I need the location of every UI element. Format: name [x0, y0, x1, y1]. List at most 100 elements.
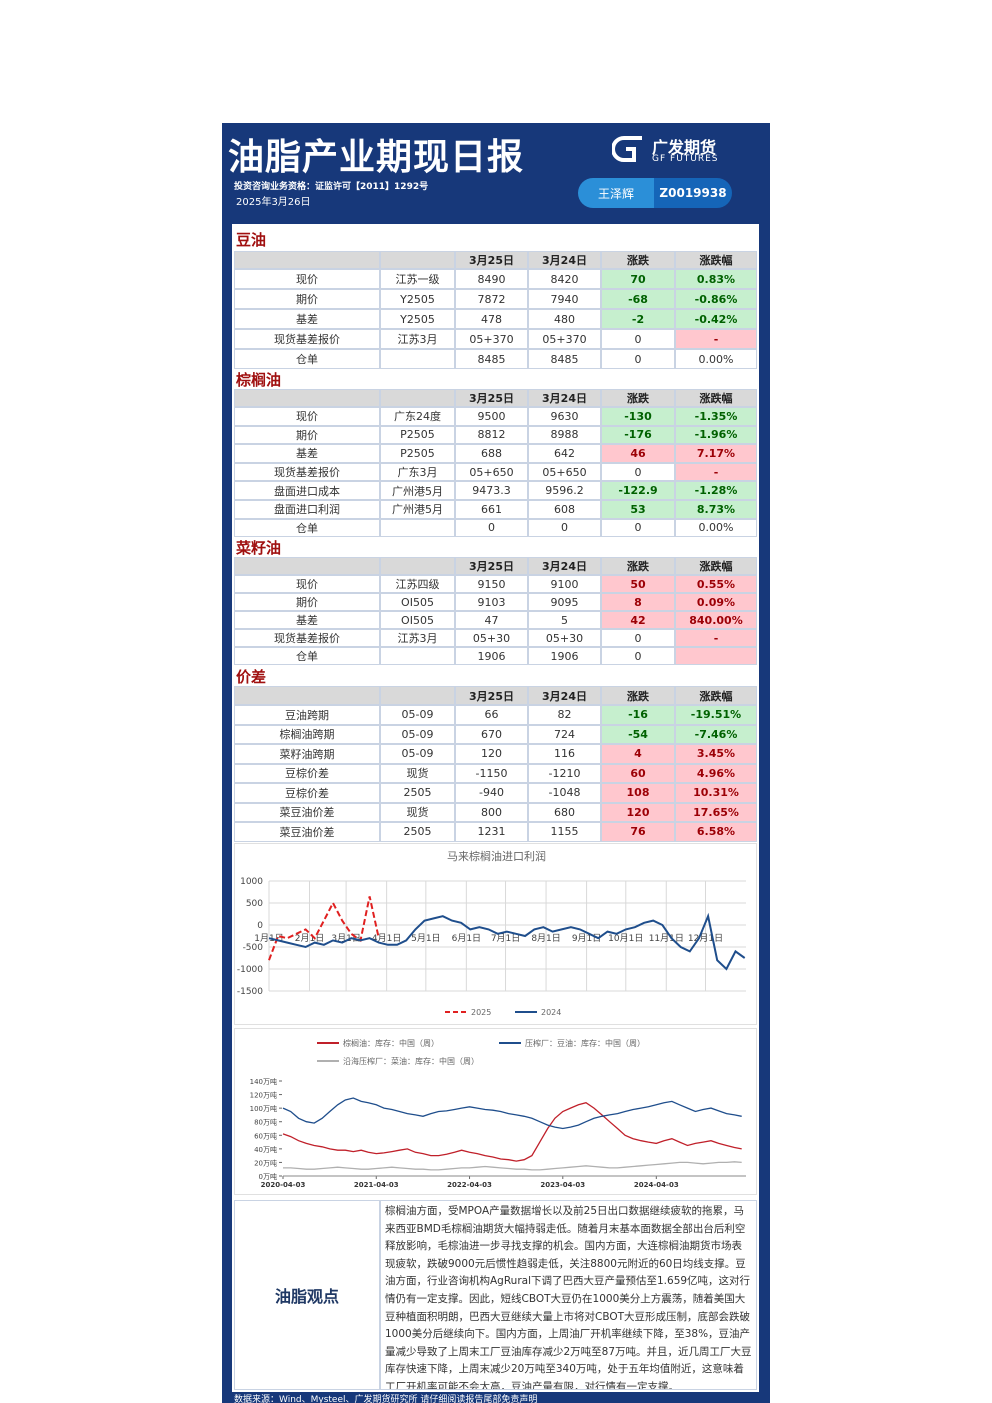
- table-cell: 5: [528, 611, 601, 629]
- table-cell: 1231: [455, 822, 528, 842]
- table-cell: -1150: [455, 763, 528, 783]
- table-cell: 江苏3月: [380, 629, 455, 647]
- table-cell: -176: [601, 425, 675, 445]
- table-cell: 608: [528, 500, 601, 519]
- table-header-cell: [234, 686, 380, 705]
- table-header-cell: 3月25日: [455, 686, 528, 705]
- table-cell: 2505: [380, 822, 455, 842]
- x-tick-label: 2月1日: [295, 933, 324, 944]
- table-cell: 0: [528, 518, 601, 538]
- table-cell: 9473.3: [455, 481, 528, 500]
- table-cell: [380, 349, 455, 369]
- table-cell: 800: [455, 802, 528, 822]
- table-cell: 8485: [455, 349, 528, 369]
- table-cell: -2: [601, 309, 675, 329]
- x-tick-label: 11月1日: [649, 933, 684, 944]
- table-cell: 基差: [234, 309, 380, 329]
- table-cell: 期价: [234, 289, 380, 309]
- table-cell: 盘面进口利润: [234, 500, 380, 519]
- section-title: 价差: [236, 667, 267, 686]
- table-cell: 7872: [455, 289, 528, 309]
- table-header-cell: 3月25日: [455, 557, 528, 575]
- table-header-cell: [234, 389, 380, 407]
- table-cell: 菜豆油价差: [234, 822, 380, 842]
- table-cell: -940: [455, 783, 528, 803]
- table-cell: 0: [455, 518, 528, 538]
- table-cell: 670: [455, 724, 528, 744]
- table-cell: 0.09%: [675, 593, 757, 611]
- table-cell: -0.42%: [675, 309, 757, 329]
- table-cell: 82: [528, 705, 601, 725]
- table-cell: 0: [601, 647, 675, 665]
- table-cell: 广州港5月: [380, 500, 455, 519]
- y-tick-label: -1000: [237, 965, 263, 975]
- y-tick-label: -500: [243, 943, 264, 953]
- table-cell: -: [675, 462, 757, 482]
- table-header-cell: [380, 389, 455, 407]
- logo-cn: 广发期货: [652, 138, 717, 157]
- table-cell: P2505: [380, 444, 455, 463]
- table-cell: P2505: [380, 425, 455, 445]
- series-line: [268, 912, 746, 971]
- table-cell: Y2505: [380, 289, 455, 309]
- legend-label: 压榨厂：豆油：库存：中国（周）: [525, 1038, 645, 1048]
- table-cell: 05+30: [455, 629, 528, 647]
- table-cell: 2505: [380, 783, 455, 803]
- table-cell: 7.17%: [675, 444, 757, 463]
- y-tick-label: 60万吨: [254, 1131, 277, 1140]
- table-cell: OI505: [380, 611, 455, 629]
- table-cell: 8420: [528, 269, 601, 289]
- table-cell: 8: [601, 593, 675, 611]
- table-cell: 50: [601, 575, 675, 593]
- table-cell: -130: [601, 407, 675, 426]
- table-cell: -68: [601, 289, 675, 309]
- table-cell: 47: [455, 611, 528, 629]
- table-header-cell: 涨跌: [601, 389, 675, 407]
- table-cell: 9500: [455, 407, 528, 426]
- table-cell: [380, 647, 455, 665]
- table-cell: 480: [528, 309, 601, 329]
- table-cell: 7940: [528, 289, 601, 309]
- table-header-cell: 涨跌幅: [675, 557, 757, 575]
- table-cell: -19.51%: [675, 705, 757, 725]
- table-cell: 478: [455, 309, 528, 329]
- table-cell: 棕榈油跨期: [234, 724, 380, 744]
- table-cell: 66: [455, 705, 528, 725]
- table-cell: 现货: [380, 763, 455, 783]
- table-cell: [675, 647, 757, 665]
- table-cell: 724: [528, 724, 601, 744]
- table-cell: 江苏3月: [380, 329, 455, 349]
- table-header-cell: [234, 557, 380, 575]
- table-cell: 仓单: [234, 349, 380, 369]
- chart-title: 马来棕榈油进口利润: [447, 849, 546, 863]
- table-header-cell: 涨跌幅: [675, 389, 757, 407]
- x-tick-label: 4月1日: [372, 933, 401, 944]
- table-cell: 688: [455, 444, 528, 463]
- table-cell: 10.31%: [675, 783, 757, 803]
- table-cell: 现货基差报价: [234, 462, 380, 482]
- y-tick-label: 100万吨: [250, 1104, 277, 1113]
- table-cell: 1906: [528, 647, 601, 665]
- x-tick-label: 10月1日: [608, 933, 643, 944]
- y-tick-label: 1000: [240, 877, 263, 887]
- logo-shape: [612, 136, 642, 162]
- table-cell: 仓单: [234, 647, 380, 665]
- table-cell: 05+370: [528, 329, 601, 349]
- table-cell: 3.45%: [675, 744, 757, 764]
- y-tick-label: 80万吨: [254, 1118, 277, 1127]
- table-cell: 0.83%: [675, 269, 757, 289]
- table-cell: 120: [455, 744, 528, 764]
- table-header-cell: 3月25日: [455, 251, 528, 269]
- x-tick-label: 6月1日: [452, 933, 481, 944]
- table-cell: 现价: [234, 575, 380, 593]
- table-cell: 菜籽油跨期: [234, 744, 380, 764]
- table-cell: 现货: [380, 802, 455, 822]
- license: 投资咨询业务资格：证监许可【2011】1292号: [234, 182, 429, 192]
- table-cell: 1906: [455, 647, 528, 665]
- table-cell: 05+30: [528, 629, 601, 647]
- table-cell: 期价: [234, 593, 380, 611]
- table-cell: 基差: [234, 444, 380, 463]
- table-cell: 42: [601, 611, 675, 629]
